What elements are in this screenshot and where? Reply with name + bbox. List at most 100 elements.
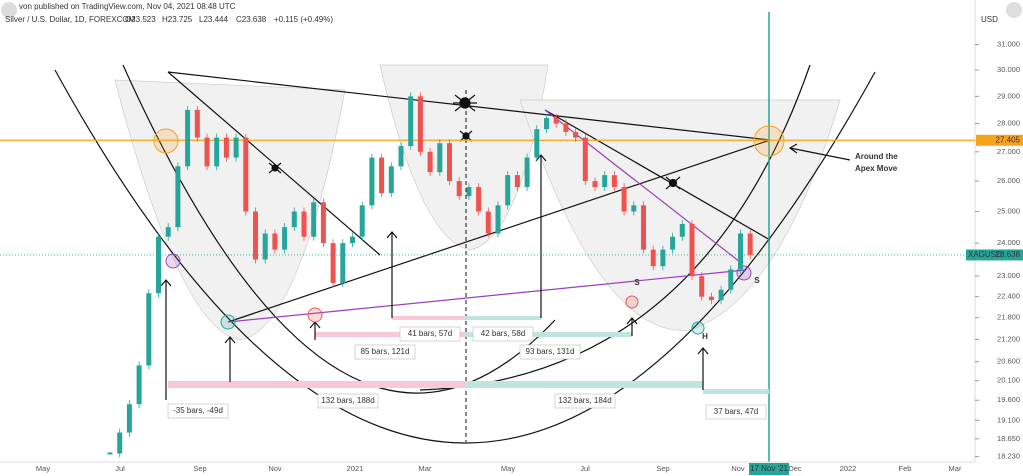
candle [524, 157, 530, 188]
candle [388, 166, 394, 194]
candle [301, 211, 307, 237]
range-box [317, 393, 379, 409]
range-box [354, 344, 416, 360]
candle [291, 211, 297, 228]
candle [534, 129, 540, 158]
candle [233, 137, 239, 158]
candle [194, 109, 200, 138]
candle [553, 118, 559, 124]
candles [107, 92, 753, 458]
candle [544, 118, 549, 130]
candle [747, 233, 753, 255]
candle [650, 249, 656, 267]
candle [689, 224, 695, 277]
candle [175, 166, 181, 228]
candle [573, 131, 579, 138]
ohlc-value: +0.115 (+0.49%) [274, 15, 333, 24]
candle [369, 157, 375, 206]
range-label: 132 bars, 184d [558, 396, 611, 405]
pattern-label: H [702, 332, 708, 341]
logo [1006, 2, 1022, 18]
y-tick-label: 20.100 [997, 376, 1020, 385]
y-tick-label: 28.000 [997, 119, 1020, 128]
symbol: Silver / U.S. Dollar, 1D, FOREXCOM [5, 15, 136, 24]
candle [582, 137, 588, 182]
price-tag [966, 249, 1023, 261]
ohlc-value: L23.444 [199, 15, 228, 24]
header: von published on TradingView.com, Nov 04… [1, 2, 1022, 24]
x-tick-label: May [36, 464, 50, 473]
x-tick-label: Jul [115, 464, 125, 473]
currency: USD [981, 15, 998, 24]
y-tick-label: 18.650 [997, 434, 1020, 443]
candle [602, 175, 608, 188]
candle [311, 202, 317, 237]
candle [359, 205, 365, 237]
x-tick-label: Feb [899, 464, 912, 473]
candle [670, 236, 676, 250]
x-tick-label: 2022 [840, 464, 857, 473]
range-label: 42 bars, 58d [481, 329, 525, 338]
y-tick-label: 30.000 [997, 65, 1020, 74]
axes: 31.000 30.000 29.000 28.000 27.000 26.000 25.0… [36, 40, 1020, 473]
candle [466, 187, 472, 197]
candle [476, 187, 482, 212]
candle [699, 276, 705, 297]
candle [728, 269, 734, 290]
y-tick-label: 20.600 [997, 357, 1020, 366]
price-tag-label: 27.405 [996, 135, 1021, 144]
candle [107, 452, 113, 455]
candle [262, 233, 268, 260]
range-label: 85 bars, 121d [361, 347, 410, 356]
price-axis [975, 0, 1023, 476]
y-tick-label: 23.000 [997, 271, 1020, 280]
candle [447, 143, 452, 182]
y-tick-label: 18.230 [997, 451, 1020, 460]
symbol-tag: XAGUSD [968, 250, 1002, 259]
x-tick-label: Jul [580, 464, 590, 473]
candle [514, 175, 520, 188]
candle [223, 137, 229, 158]
candle [437, 143, 443, 173]
apex-note: Apex Move [855, 164, 898, 173]
candle [282, 227, 288, 250]
ohlc-value: O23.523 [125, 15, 156, 24]
y-tick-label: 26.000 [997, 176, 1020, 185]
candle [350, 236, 355, 244]
range-box [554, 393, 616, 409]
y-tick-label: 29.000 [997, 91, 1020, 100]
range-label: 132 bars, 188d [321, 396, 374, 405]
candle [272, 233, 278, 250]
y-tick-label: 21.800 [997, 313, 1020, 322]
apex-note: Around the [855, 152, 898, 161]
candle [243, 137, 249, 212]
ohlc-value: H23.725 [162, 15, 193, 24]
candle [379, 157, 385, 194]
candle [417, 96, 423, 152]
x-tick-label: Nov [731, 464, 745, 473]
candle [708, 296, 714, 301]
x-tick-label: Dec [788, 464, 802, 473]
ohlc-value: C23.638 [236, 15, 267, 24]
candle [214, 137, 220, 167]
candle [641, 205, 646, 250]
candle [592, 181, 598, 188]
pattern-label: S [754, 276, 760, 285]
y-tick-label: 19.100 [997, 415, 1020, 424]
candle [126, 404, 132, 433]
candle [398, 146, 404, 167]
range-label: 37 bars, 47d [714, 407, 758, 416]
published: von published on TradingView.com, Nov 04… [19, 2, 236, 11]
x-tick-label: Sep [193, 464, 206, 473]
y-tick-label: 21.200 [997, 334, 1020, 343]
candle [679, 224, 685, 237]
y-tick-label: 22.400 [997, 292, 1020, 301]
x-tick-label: Nov [268, 464, 282, 473]
candle [340, 243, 346, 283]
candle [718, 289, 724, 301]
candle [660, 249, 666, 267]
price-tag-label: 23.638 [996, 250, 1021, 259]
candle [117, 432, 123, 454]
y-tick-label: 27.000 [997, 147, 1020, 156]
